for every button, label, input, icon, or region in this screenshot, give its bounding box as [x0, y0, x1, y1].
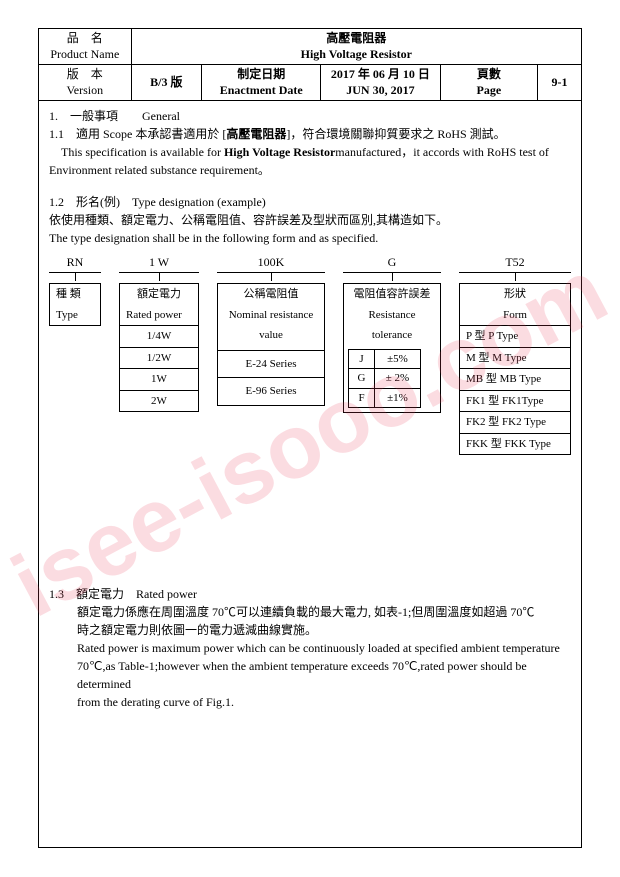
power-row-1: 1/2W	[120, 347, 198, 369]
s13-en2: 70℃,as Table-1;however when the ambient …	[77, 657, 571, 693]
header-product-value: 高壓電阻器 High Voltage Resistor	[131, 29, 581, 65]
page-en: Page	[441, 83, 538, 99]
form-row-4: FK2 型 FK2 Type	[460, 411, 570, 433]
tol-f: F	[349, 388, 375, 408]
version-en: Version	[39, 83, 131, 99]
s11-b: 高壓電阻器	[226, 127, 286, 141]
s13-en1: Rated power is maximum power which can b…	[77, 639, 571, 657]
s13-zh2: 時之額定電力則依圖一的電力遞減曲線實施。	[77, 621, 571, 639]
form-row-0: P 型 P Type	[460, 325, 570, 347]
section-1: 1. 一般事項 General 1.1 適用 Scope 本承認書適用於 [高壓…	[49, 107, 571, 179]
box-form: 形狀 Form P 型 P Type M 型 M Type MB 型 MB Ty…	[459, 283, 571, 455]
form-row-5: FKK 型 FKK Type	[460, 433, 570, 455]
res-label-zh: 公稱電阻值	[218, 284, 324, 305]
s11-en-d: Environment related substance requiremen…	[49, 161, 571, 179]
document-body: 1. 一般事項 General 1.1 適用 Scope 本承認書適用於 [高壓…	[39, 101, 581, 715]
version-zh: 版 本	[39, 67, 131, 83]
designation-col-tolerance: G 電阻值容許誤差 Resistance tolerance J±5% G± 2…	[343, 253, 441, 455]
page-zh: 頁數	[441, 67, 538, 83]
power-row-3: 2W	[120, 390, 198, 412]
code-1w: 1 W	[119, 253, 199, 273]
tol-g: G	[349, 369, 375, 389]
code-g: G	[343, 253, 441, 273]
code-t52: T52	[459, 253, 571, 273]
box-tolerance: 電阻值容許誤差 Resistance tolerance J±5% G± 2% …	[343, 283, 441, 413]
enactment-en: Enactment Date	[202, 83, 320, 99]
s11-en-c: manufactured，it accords with RoHS test o…	[335, 145, 549, 159]
res-row-1: E-96 Series	[218, 377, 324, 405]
page-container: 品 名 Product Name 高壓電阻器 High Voltage Resi…	[38, 28, 582, 848]
product-value-en: High Voltage Resistor	[132, 47, 581, 63]
res-label-en-b: value	[218, 325, 324, 350]
s13-en3: from the derating curve of Fig.1.	[77, 693, 571, 711]
section-1-2-title: 1.2 形名(例) Type designation (example)	[49, 193, 571, 211]
tol-label-en-b: tolerance	[344, 325, 440, 346]
form-label-en: Form	[460, 305, 570, 326]
tol-j-val: ±5%	[375, 349, 421, 369]
power-label-en: Rated power	[120, 305, 198, 326]
s12-en: The type designation shall be in the fol…	[49, 229, 571, 247]
box-resistance: 公稱電阻值 Nominal resistance value E-24 Seri…	[217, 283, 325, 406]
tolerance-table: J±5% G± 2% F±1%	[348, 349, 421, 409]
res-row-0: E-24 Series	[218, 350, 324, 378]
header-enactment-label: 制定日期 Enactment Date	[202, 65, 321, 101]
section-1-3-title: 1.3 額定電力 Rated power	[49, 585, 571, 603]
section-1-1-zh: 1.1 適用 Scope 本承認書適用於 [高壓電阻器]，符合環境關聯抑質要求之…	[49, 125, 571, 143]
tol-g-val: ± 2%	[375, 369, 421, 389]
tol-label-zh: 電阻值容許誤差	[344, 284, 440, 305]
header-page-value: 9-1	[538, 65, 581, 101]
designation-col-form: T52 形狀 Form P 型 P Type M 型 M Type MB 型 M…	[459, 253, 571, 455]
section-1-3: 1.3 額定電力 Rated power 額定電力係應在周圍溫度 70℃可以連續…	[49, 585, 571, 711]
s13-zh1: 額定電力係應在周圍溫度 70℃可以連續負載的最大電力, 如表-1;但周圍溫度如超…	[77, 603, 571, 621]
power-row-0: 1/4W	[120, 325, 198, 347]
product-name-en: Product Name	[39, 47, 131, 63]
code-100k: 100K	[217, 253, 325, 273]
date-zh: 2017 年 06 月 10 日	[321, 67, 439, 83]
type-label-en: Type	[50, 305, 100, 326]
designation-col-type: RN 種 類 Type	[49, 253, 101, 455]
box-power: 額定電力 Rated power 1/4W 1/2W 1W 2W	[119, 283, 199, 412]
header-product-label: 品 名 Product Name	[39, 29, 131, 65]
s11-c: ]，符合環境關聯抑質要求之 RoHS 測試。	[286, 127, 505, 141]
form-label-zh: 形狀	[460, 284, 570, 305]
power-label-zh: 額定電力	[120, 284, 198, 305]
page-value: 9-1	[538, 75, 581, 91]
designation-col-power: 1 W 額定電力 Rated power 1/4W 1/2W 1W 2W	[119, 253, 199, 455]
section-1-2: 1.2 形名(例) Type designation (example) 依使用…	[49, 193, 571, 247]
s11-en-a: This specification is available for	[49, 145, 224, 159]
res-label-en-a: Nominal resistance	[218, 305, 324, 326]
header-version-label: 版 本 Version	[39, 65, 131, 101]
section-1-1-en: This specification is available for High…	[49, 143, 571, 161]
form-row-3: FK1 型 FK1Type	[460, 390, 570, 412]
product-value-zh: 高壓電阻器	[132, 31, 581, 47]
type-designation: RN 種 類 Type 1 W 額定電力 Rated power 1/4W 1/…	[49, 253, 571, 455]
type-label-zh: 種 類	[50, 284, 100, 305]
product-name-zh: 品 名	[39, 31, 131, 47]
date-en: JUN 30, 2017	[321, 83, 439, 99]
tol-j: J	[349, 349, 375, 369]
enactment-zh: 制定日期	[202, 67, 320, 83]
box-type: 種 類 Type	[49, 283, 101, 326]
header-version-value: B/3 版	[131, 65, 201, 101]
s11-a: 1.1 適用 Scope 本承認書適用於 [	[49, 127, 226, 141]
header-table: 品 名 Product Name 高壓電阻器 High Voltage Resi…	[39, 29, 581, 101]
header-page-label: 頁數 Page	[440, 65, 538, 101]
section-1-title: 1. 一般事項 General	[49, 107, 571, 125]
s12-zh: 依使用種類、額定電力、公稱電阻值、容許誤差及型狀而區別,其構造如下。	[49, 211, 571, 229]
version-value: B/3 版	[132, 75, 201, 91]
code-rn: RN	[49, 253, 101, 273]
header-date: 2017 年 06 月 10 日 JUN 30, 2017	[321, 65, 440, 101]
form-row-1: M 型 M Type	[460, 347, 570, 369]
tol-label-en-a: Resistance	[344, 305, 440, 326]
form-row-2: MB 型 MB Type	[460, 368, 570, 390]
s13-body: 額定電力係應在周圍溫度 70℃可以連續負載的最大電力, 如表-1;但周圍溫度如超…	[49, 603, 571, 711]
s11-en-b: High Voltage Resistor	[224, 145, 335, 159]
designation-col-resistance: 100K 公稱電阻值 Nominal resistance value E-24…	[217, 253, 325, 455]
power-row-2: 1W	[120, 368, 198, 390]
tol-f-val: ±1%	[375, 388, 421, 408]
